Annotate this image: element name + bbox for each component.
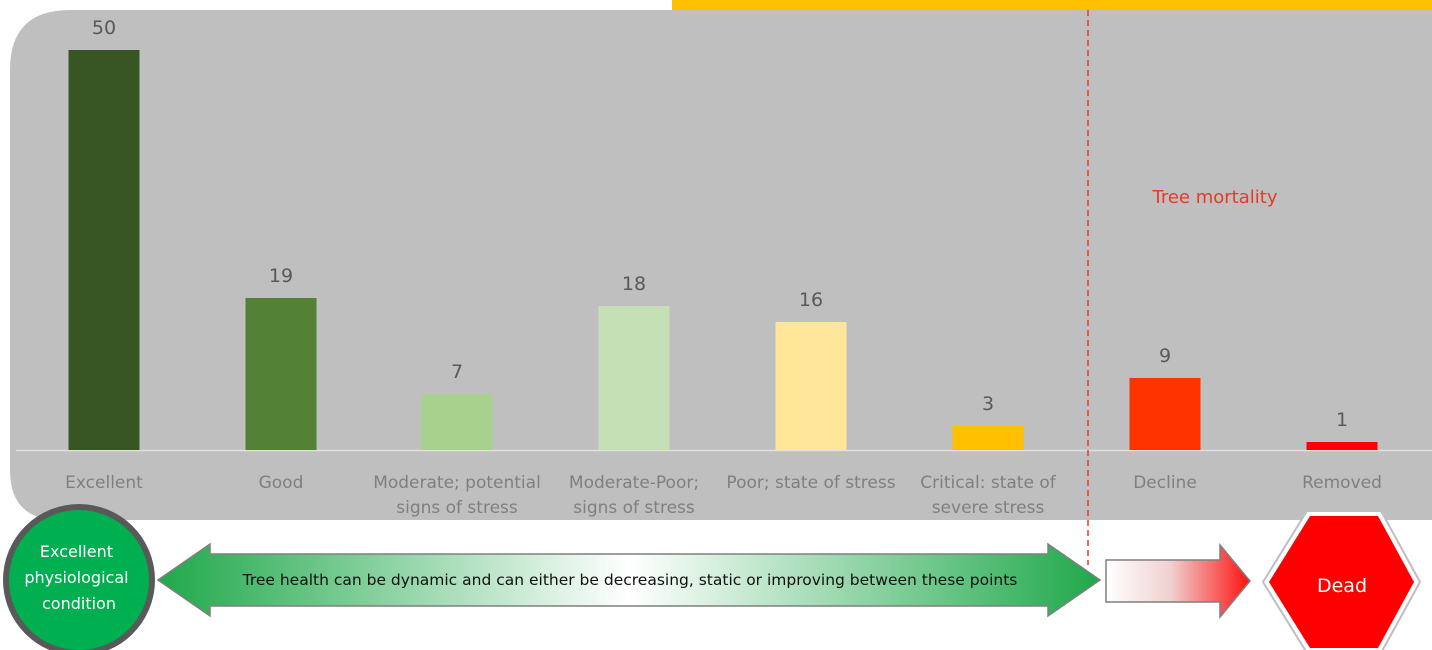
value-labels-group: 50 19 7 18 16 3 9 1 [92,17,1348,431]
bar-value-label: 1 [1336,409,1348,431]
decline-arrow [1105,542,1251,620]
dynamic-double-arrow [156,542,1102,618]
bar-value-label: 7 [451,361,463,383]
category-label: Decline [1133,473,1197,493]
bar-value-label: 16 [799,289,823,311]
bar [1129,378,1201,450]
category-label: Moderate; potential signs of stress [373,473,541,518]
mortality-label: Tree mortality [1152,187,1278,208]
category-label: Removed [1302,473,1382,493]
bar [775,322,847,450]
dynamic-arrow-text: Tree health can be dynamic and can eithe… [242,571,1018,589]
category-label: Good [259,473,304,493]
category-label: Moderate-Poor; signs of stress [569,473,699,518]
bar-value-label: 50 [92,17,116,39]
top-banner [672,0,1432,10]
category-label: Excellent [65,473,143,493]
bar [1306,442,1378,450]
category-labels-group: Excellent Good Moderate; potential signs of… [65,473,1382,518]
excellent-badge-text: Excellent physiological condition [24,542,133,613]
bar-value-label: 18 [622,273,646,295]
excellent-badge [9,510,149,650]
bar [952,426,1024,450]
dead-label: Dead [1317,575,1367,597]
category-label: Critical: state of severe stress [920,473,1056,518]
category-label: Poor; state of stress [726,473,895,493]
bar [68,50,140,450]
bar-value-label: 3 [982,393,994,415]
bar [245,298,317,450]
bar [421,394,493,450]
bars-group [68,50,1378,450]
chart-panel [10,10,1432,520]
bar-value-label: 19 [269,265,293,287]
bar [598,306,670,450]
bar-value-label: 9 [1159,345,1171,367]
dead-hexagon [1269,516,1414,648]
